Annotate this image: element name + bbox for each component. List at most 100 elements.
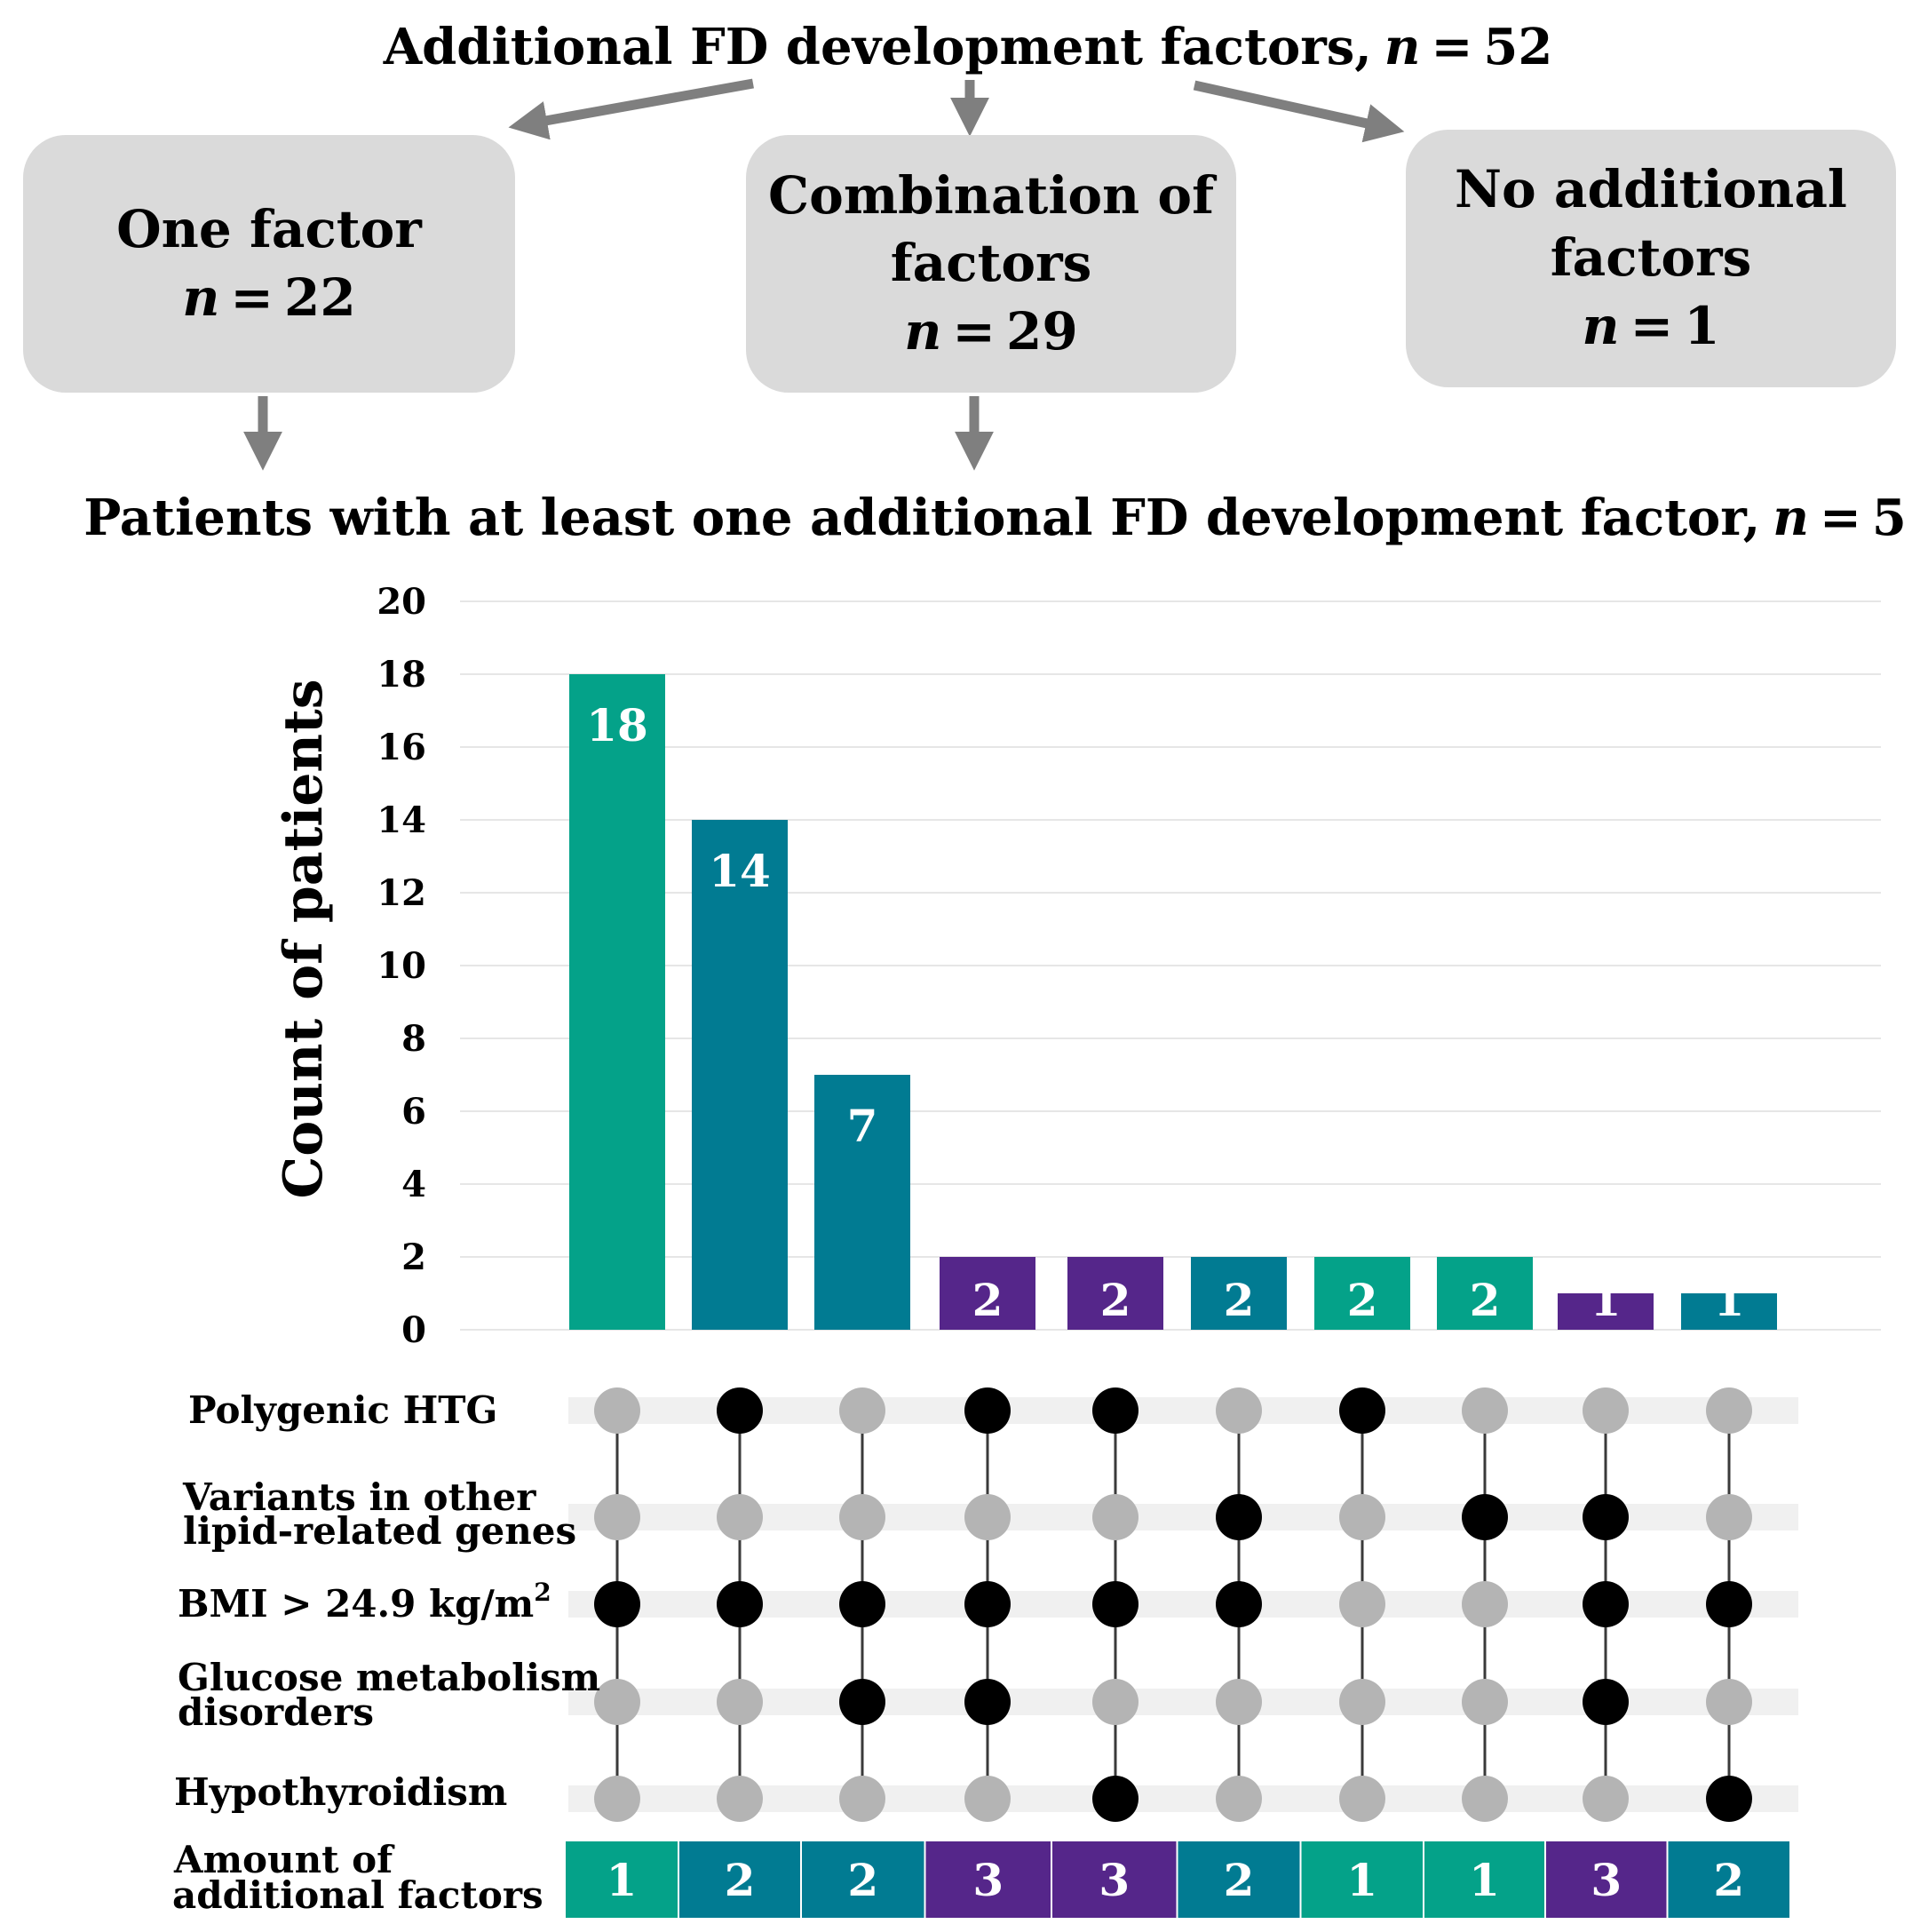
y-tick-label: 4 (401, 1164, 426, 1205)
matrix-dot-absent (594, 1679, 640, 1725)
matrix-dot-present (1462, 1494, 1508, 1540)
box-no-additional-bg (1406, 130, 1896, 387)
box-no-additional: No additional factors n = 1 (1406, 130, 1896, 387)
factor-label: disorders (178, 1690, 374, 1734)
box-combination-label-2: factors (891, 233, 1092, 293)
box-combination-label-1: Combination of (768, 165, 1218, 226)
bar (569, 674, 665, 1330)
factor-label: Hypothyroidism (174, 1770, 507, 1814)
bar (940, 1257, 1035, 1330)
amount-cell (1299, 1840, 1424, 1920)
matrix-dot-absent (839, 1776, 885, 1822)
y-tick-label: 0 (401, 1309, 426, 1351)
box-combination: Combination of factors n = 29 (746, 135, 1236, 393)
bar-value-label: 2 (1100, 1274, 1131, 1326)
matrix-dot-present (717, 1581, 763, 1627)
amount-cell (1666, 1840, 1791, 1920)
bar-value-label: 18 (586, 699, 648, 751)
amount-cell (1423, 1840, 1546, 1920)
matrix-dot-present (1216, 1581, 1262, 1627)
matrix-dot-absent (594, 1494, 640, 1540)
bar (1191, 1257, 1287, 1330)
bar (1437, 1257, 1533, 1330)
bar-value-label: 14 (709, 845, 771, 897)
matrix-dot-absent (1339, 1581, 1385, 1627)
bar-value-label: 7 (847, 1100, 878, 1152)
flow-title: Additional FD development factors, n = 52 (383, 18, 1553, 76)
amount-value: 3 (1099, 1854, 1130, 1906)
y-tick-label: 14 (377, 799, 426, 841)
amount-cell (800, 1840, 926, 1920)
matrix-dot-absent (1706, 1679, 1752, 1725)
matrix-dot-absent (964, 1494, 1011, 1540)
bar (1314, 1257, 1410, 1330)
matrix-dot-present (1092, 1387, 1138, 1434)
y-tick-label: 12 (377, 872, 426, 914)
factor-labels: Polygenic HTG Variants in otherlipid-rela… (174, 1388, 600, 1814)
matrix-dot-present (1339, 1387, 1385, 1434)
matrix-dot-absent (1706, 1387, 1752, 1434)
bar (1681, 1293, 1777, 1330)
flow-arrow-1 (508, 78, 754, 140)
upset-matrix (568, 1387, 1798, 1822)
box-combination-bg (746, 135, 1236, 393)
matrix-dot-absent (1462, 1776, 1508, 1822)
matrix-dot-present (1583, 1581, 1629, 1627)
matrix-dot-absent (839, 1387, 885, 1434)
y-tick-label: 20 (377, 581, 426, 623)
matrix-dot-absent (1339, 1494, 1385, 1540)
bar-value-label: 1 (1714, 1274, 1745, 1326)
factor-label: Glucose metabolism (178, 1656, 600, 1699)
bar (814, 1075, 910, 1330)
amount-value: 1 (1469, 1854, 1500, 1906)
amount-value: 2 (725, 1854, 756, 1906)
amount-value: 2 (1224, 1854, 1255, 1906)
amount-value: 1 (607, 1854, 638, 1906)
y-tick-label: 10 (377, 945, 426, 987)
matrix-dot-absent (1092, 1679, 1138, 1725)
matrix-dot-present (839, 1679, 885, 1725)
matrix-dot-absent (1462, 1581, 1508, 1627)
matrix-dot-absent (1583, 1387, 1629, 1434)
amount-value: 3 (1591, 1854, 1622, 1906)
y-tick-label: 2 (401, 1236, 426, 1278)
bar-value-label: 2 (1470, 1274, 1501, 1326)
factor-label: BMI > 24.9 kg/m2 (178, 1578, 551, 1626)
matrix-dot-absent (1583, 1776, 1629, 1822)
box-one-factor-n: n = 22 (182, 267, 356, 328)
y-tick-label: 16 (377, 727, 426, 768)
y-tick-label: 8 (401, 1018, 426, 1060)
matrix-dot-absent (717, 1776, 763, 1822)
matrix-dot-absent (839, 1494, 885, 1540)
box-no-additional-n: n = 1 (1582, 296, 1719, 356)
bar-value-label: 1 (1591, 1274, 1622, 1326)
matrix-dot-present (1706, 1776, 1752, 1822)
matrix-dot-absent (594, 1387, 640, 1434)
box-combination-n: n = 29 (904, 301, 1078, 362)
matrix-dot-present (594, 1581, 640, 1627)
matrix-dot-absent (1216, 1679, 1262, 1725)
amount-value: 1 (1346, 1854, 1377, 1906)
bar-value-label: 2 (1224, 1274, 1255, 1326)
bar-value-label: 2 (972, 1274, 1004, 1326)
amount-cell (1051, 1840, 1178, 1920)
amount-label: Amount of (173, 1838, 395, 1881)
matrix-dot-present (839, 1581, 885, 1627)
bar-value-label: 2 (1347, 1274, 1378, 1326)
matrix-dot-present (717, 1387, 763, 1434)
amount-value: 3 (972, 1854, 1004, 1906)
bar (1558, 1293, 1654, 1330)
matrix-dot-absent (1706, 1494, 1752, 1540)
bars: 18 14 7 2 2 2 2 2 1 1 (569, 674, 1777, 1330)
y-tick-label: 18 (377, 654, 426, 696)
chart-subtitle: Patients with at least one additional FD… (83, 489, 1912, 547)
amount-cell (924, 1840, 1052, 1920)
matrix-dot-absent (1339, 1776, 1385, 1822)
matrix-dot-absent (717, 1679, 763, 1725)
amount-cell (1176, 1840, 1302, 1920)
matrix-dot-present (1583, 1679, 1629, 1725)
matrix-dot-present (1092, 1776, 1138, 1822)
amount-value: 2 (847, 1854, 878, 1906)
bar (692, 820, 788, 1330)
